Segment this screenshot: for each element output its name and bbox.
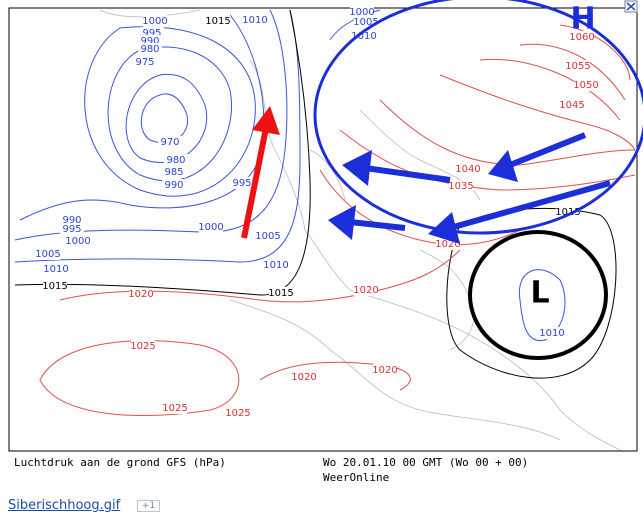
low-pressure-ring [468,230,608,360]
label-background [540,327,564,339]
isobar-label: 1010 [242,15,267,26]
isobar-label: 990 [164,180,183,191]
isobar-label: 1020 [435,239,460,250]
high-pressure-ring [313,0,643,235]
isobar-label: 1000 [142,16,167,27]
source: WeerOnline [323,471,389,484]
label-background [164,154,188,166]
label-background [570,31,594,43]
caption-left: Luchtdruk aan de grond GFS (hPa) [14,456,226,469]
isobar-label: 1025 [225,408,250,419]
label-background [66,235,90,247]
label-background [556,206,580,218]
isobar-label: 1015 [42,281,67,292]
label-background [574,79,598,91]
label-background [230,177,254,189]
isobar-label: 980 [166,155,185,166]
label-background [226,407,250,419]
label-background [131,340,155,352]
isobar-label: 1035 [448,181,473,192]
label-background [43,280,67,292]
isobar-label: 1060 [569,32,594,43]
isobar-label: 970 [160,137,179,148]
caption-right: Wo 20.01.10 00 GMT (Wo 00 + 00) [323,456,528,469]
isobar-label: 1010 [539,328,564,339]
label-background [354,284,378,296]
wind-arrows [328,132,611,244]
isobar-label: 1020 [372,365,397,376]
label-background [350,6,374,18]
isobar-label: 1010 [43,264,68,275]
label-background [449,180,473,192]
label-background [352,30,376,42]
isobars-blue [14,9,566,342]
isobar-label: 1020 [128,289,153,300]
label-background [60,223,84,235]
isobar-label: 1010 [263,260,288,271]
isobar-label: 1005 [35,249,60,260]
isobar-label: 1015 [555,207,580,218]
label-background [129,288,153,300]
isobar-label: 1015 [205,16,230,27]
label-background [36,248,60,260]
image-link[interactable]: Siberischhoog.gif [8,498,121,513]
isobar-label: 1000 [349,7,374,18]
label-background [133,56,157,68]
isobar-label: 995 [232,178,251,189]
isobar-label: 975 [135,57,154,68]
label-background [269,287,293,299]
label-background [560,99,584,111]
isobar-label: 995 [142,28,161,39]
label-background [162,166,186,178]
isobar-label: 1050 [573,80,598,91]
label-background [373,364,397,376]
isobar-label: 1010 [351,31,376,42]
isobar-label: 1055 [565,61,590,72]
isobar-label: 1025 [130,341,155,352]
label-background [158,136,182,148]
isobar-label: 1005 [353,17,378,28]
label-background [44,263,68,275]
isobar-label: 1020 [291,372,316,383]
label-background [163,402,187,414]
isobar-label: 1040 [455,164,480,175]
isobar-label: 1015 [268,288,293,299]
label-background [243,14,267,26]
label-background [162,179,186,191]
badge[interactable]: +1 [137,500,161,512]
close-icon [626,2,636,11]
label-background [206,15,230,27]
isobar-label: 1025 [162,403,187,414]
isobar-label: 1045 [559,100,584,111]
label-background [143,15,167,27]
label-background [566,60,590,72]
high-symbol: H [570,2,595,37]
isobar-label: 1000 [65,236,90,247]
isobar-label: 990 [62,215,81,226]
red-arrow [241,106,280,239]
label-background [456,163,480,175]
isobar-label: 995 [62,224,81,235]
label-background [292,371,316,383]
map-frame [8,7,638,452]
isobars-red [39,24,636,417]
isobar-label: 990 [140,36,159,47]
isobar-label: 985 [164,167,183,178]
isobar-label: 1020 [353,285,378,296]
isobar-label: 1005 [255,231,280,242]
label-background [256,230,280,242]
low-symbol: L [530,276,549,311]
label-background [138,43,162,55]
label-background [199,221,223,233]
label-background [264,259,288,271]
isobar-label: 980 [140,44,159,55]
isobar-label: 1000 [198,222,223,233]
